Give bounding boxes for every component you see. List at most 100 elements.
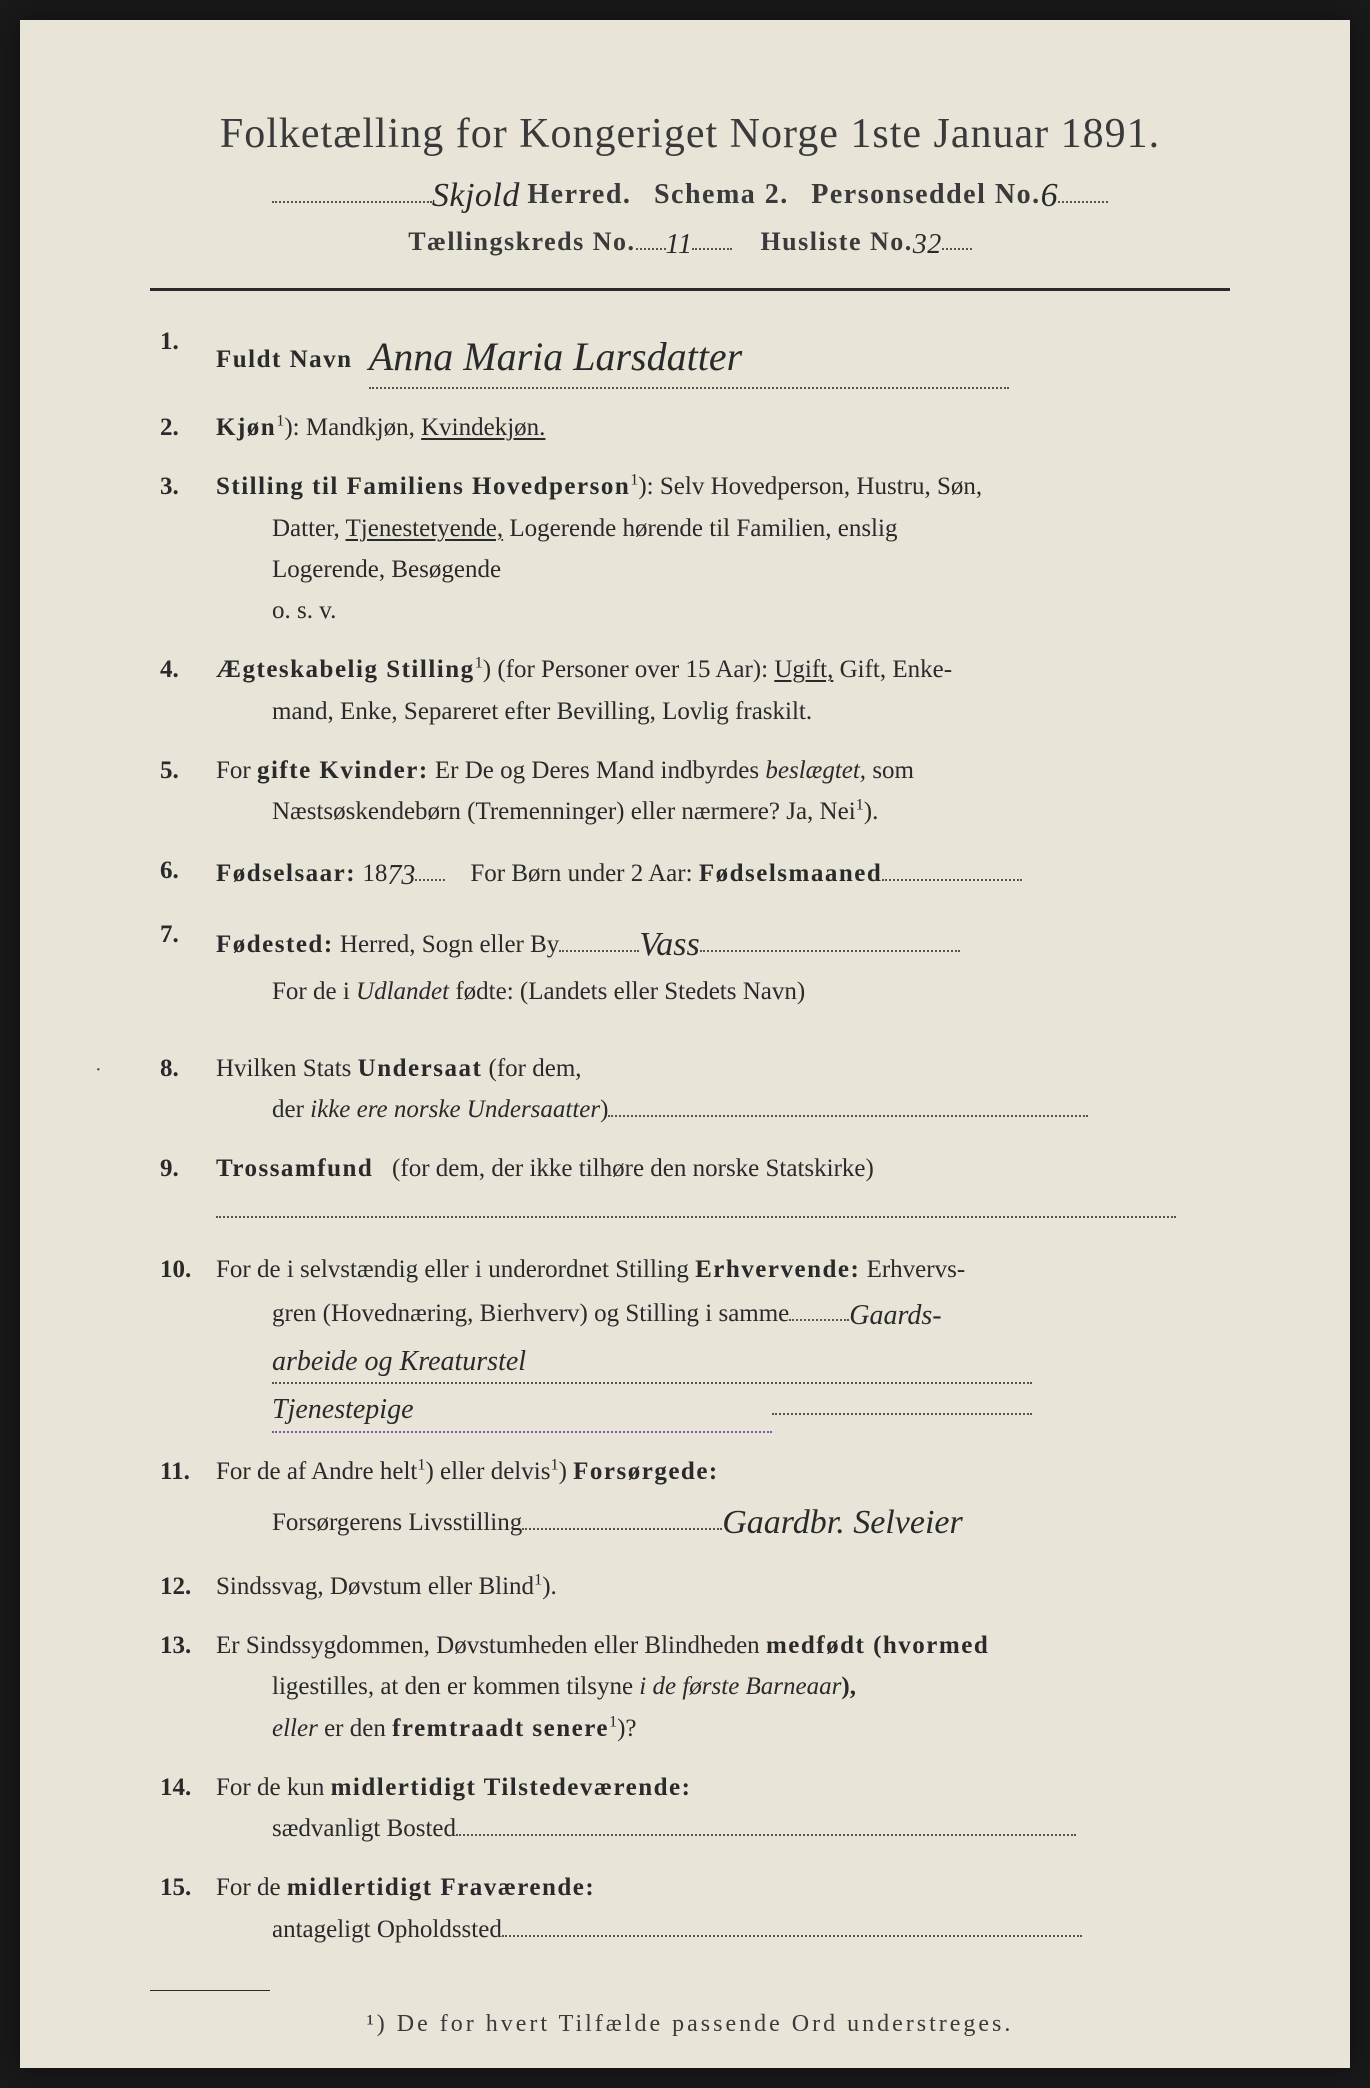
item11-hw: Gaardbr. Selveier [722, 1495, 962, 1551]
header-divider [150, 288, 1230, 291]
item14-line1a: For de kun [216, 1774, 324, 1801]
item13-line1a: Er Sindssygdommen, Døvstumheden eller Bl… [216, 1632, 760, 1659]
side-tick: · [95, 1054, 102, 1087]
birthplace-handwritten: Vass [639, 917, 699, 973]
item13-line3a: eller [272, 1715, 318, 1742]
item5-text2: som [872, 757, 914, 784]
footnote-divider [150, 1990, 270, 1991]
name-label: Fuldt Navn [216, 346, 353, 373]
item7-line2a: For de i [272, 978, 350, 1005]
item-number: 7. [160, 914, 216, 1011]
item-number: 10. [160, 1249, 216, 1433]
item-body: Er Sindssygdommen, Døvstumheden eller Bl… [216, 1625, 1230, 1749]
birthmonth-label: Fødselsmaaned [699, 860, 882, 887]
item-body: Ægteskabelig Stilling1) (for Personer ov… [216, 649, 1230, 732]
herred-handwritten: Skjold [432, 177, 520, 215]
item13-fremtraadt: fremtraadt senere [392, 1715, 609, 1742]
item-13: 13. Er Sindssygdommen, Døvstumheden elle… [160, 1625, 1230, 1749]
footnote-marker: ¹) [367, 2011, 388, 2037]
item-7: 7. Fødested: Herred, Sogn eller ByVass F… [160, 914, 1230, 1011]
item-number: 5. [160, 750, 216, 833]
item5-pre: For [216, 757, 251, 784]
item-2: 2. Kjøn1): Mandkjøn, Kvindekjøn. [160, 407, 1230, 448]
item-number: 11. [160, 1451, 216, 1548]
item11-line2: Forsørgerens Livsstilling [272, 1509, 522, 1536]
item-number: 4. [160, 649, 216, 732]
year-prefix: 18 [362, 860, 387, 887]
item-11: 11. For de af Andre helt1) eller delvis1… [160, 1451, 1230, 1548]
relation-line1: Selv Hovedperson, Hustru, Søn, [660, 473, 982, 500]
item-9: 9. Trossamfund (for dem, der ikke tilhør… [160, 1148, 1230, 1231]
religion-label: Trossamfund [216, 1155, 373, 1182]
item12-text: Sindssvag, Døvstum eller Blind [216, 1573, 534, 1600]
item-body: Fødested: Herred, Sogn eller ByVass For … [216, 914, 1230, 1011]
item10-line1c: Erhvervs- [867, 1256, 966, 1283]
item7-text: Herred, Sogn eller By [340, 931, 559, 958]
item13-medfodt: medfødt (hvormed [766, 1632, 989, 1659]
sex-label: Kjøn [216, 414, 276, 441]
item-1: 1. Fuldt Navn Anna Maria Larsdatter [160, 321, 1230, 389]
item-body: Sindssvag, Døvstum eller Blind1). [216, 1566, 1230, 1607]
item-5: 5. For gifte Kvinder: Er De og Deres Man… [160, 750, 1230, 833]
item10-hw1: Gaards- [849, 1293, 941, 1339]
census-form-page: Folketælling for Kongeriget Norge 1ste J… [20, 20, 1350, 2068]
item8-undersaat: Undersaat [358, 1055, 483, 1082]
name-handwritten: Anna Maria Larsdatter [369, 324, 742, 390]
item-body: Trossamfund (for dem, der ikke tilhøre d… [216, 1148, 1230, 1231]
item-body: For de i selvstændig eller i underordnet… [216, 1249, 1230, 1433]
item-body: For de kun midlertidigt Tilstedeværende:… [216, 1767, 1230, 1850]
year-handwritten: 73 [387, 853, 415, 899]
kreds-label: Tællingskreds No. [408, 227, 635, 256]
item-body: Stilling til Familiens Hovedperson1): Se… [216, 466, 1230, 631]
item-number: 14. [160, 1767, 216, 1850]
item-body: For de midlertidigt Fraværende: antageli… [216, 1867, 1230, 1950]
married-women-label: gifte Kvinder: [257, 757, 429, 784]
item10-hw2: arbeide og Kreaturstel [272, 1339, 526, 1385]
item-number: 1. [160, 321, 216, 389]
item-number: 12. [160, 1566, 216, 1607]
item-body: Kjøn1): Mandkjøn, Kvindekjøn. [216, 407, 1230, 448]
item8-line1a: Hvilken Stats [216, 1055, 351, 1082]
item7-udlandet: Udlandet [356, 978, 449, 1005]
schema-label: Schema 2. [654, 179, 789, 210]
item-10: 10. For de i selvstændig eller i underor… [160, 1249, 1230, 1433]
item14-tilstedevaerende: midlertidigt Tilstedeværende: [331, 1774, 692, 1801]
personseddel-number: 6 [1041, 177, 1059, 215]
item-body: For gifte Kvinder: Er De og Deres Mand i… [216, 750, 1230, 833]
male-option: Mandkjøn, [306, 414, 415, 441]
item-4: 4. Ægteskabelig Stilling1) (for Personer… [160, 649, 1230, 732]
husliste-label: Husliste No. [760, 227, 912, 256]
item13-line3b: er den [324, 1715, 386, 1742]
item14-line2: sædvanligt Bosted [272, 1815, 456, 1842]
relation-line3: Logerende, Besøgende [272, 556, 501, 583]
item5-italic: beslægtet, [765, 757, 866, 784]
female-option: Kvindekjøn. [421, 414, 545, 441]
main-title: Folketælling for Kongeriget Norge 1ste J… [150, 110, 1230, 158]
item-number: 6. [160, 850, 216, 896]
item8-line2a: der [272, 1096, 304, 1123]
item7-line2c: fødte: (Landets eller Stedets Navn) [455, 978, 805, 1005]
form-header: Folketælling for Kongeriget Norge 1ste J… [150, 110, 1230, 258]
item-15: 15. For de midlertidigt Fraværende: anta… [160, 1867, 1230, 1950]
personseddel-label: Personseddel No. [811, 179, 1040, 210]
item15-fravaerende: midlertidigt Fraværende: [287, 1874, 595, 1901]
item-number: 2. [160, 407, 216, 448]
item15-line2: antageligt Opholdssted [272, 1916, 502, 1943]
item5-text1: Er De og Deres Mand indbyrdes [435, 757, 759, 784]
item13-line2b: i de første Barneaar [639, 1673, 841, 1700]
item10-line1a: For de i selvstændig eller i underordnet… [216, 1256, 689, 1283]
item11-line1b: eller delvis [440, 1458, 550, 1485]
item-number: 13. [160, 1625, 216, 1749]
relation-line2c: Logerende hørende til Familien, enslig [509, 515, 897, 542]
footnote: ¹) De for hvert Tilfælde passende Ord un… [150, 2011, 1230, 2038]
relation-tjeneste: Tjenestetyende, [346, 515, 504, 542]
item8-line2b: ikke ere norske Undersaatter [310, 1096, 600, 1123]
marital-text1: (for Personer over 15 Aar): [497, 656, 768, 683]
item6-mid: For Børn under 2 Aar: [470, 860, 692, 887]
item-12: 12. Sindssvag, Døvstum eller Blind1). [160, 1566, 1230, 1607]
item10-line2: gren (Hovednæring, Bierhverv) og Stillin… [272, 1300, 789, 1327]
item-body: Fuldt Navn Anna Maria Larsdatter [216, 321, 1230, 389]
item-number: 3. [160, 466, 216, 631]
item8-line1c: (for dem, [489, 1055, 582, 1082]
item-body: For de af Andre helt1) eller delvis1) Fo… [216, 1451, 1230, 1548]
